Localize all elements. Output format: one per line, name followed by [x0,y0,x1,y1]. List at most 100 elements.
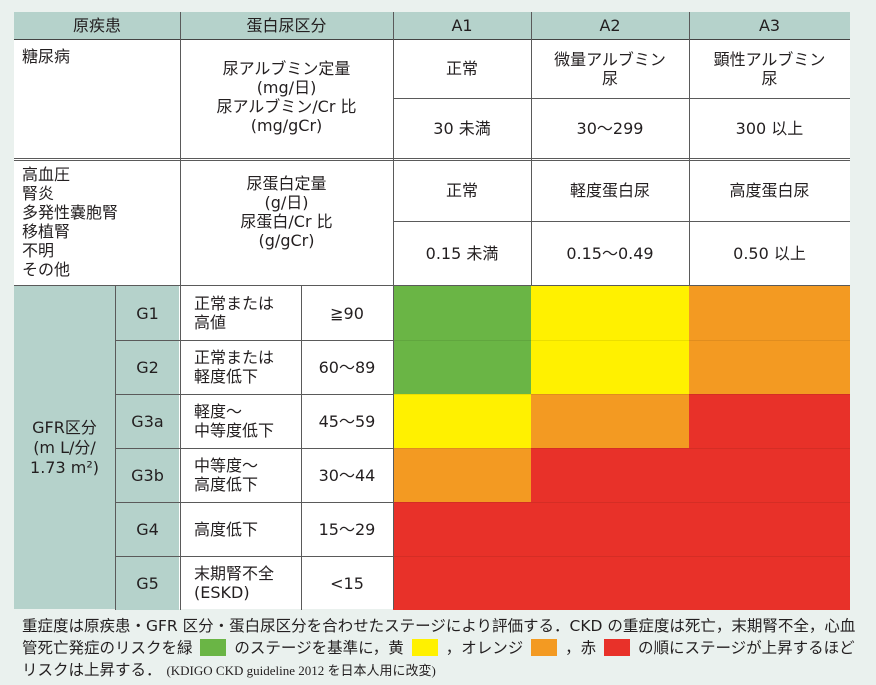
gfr-description-line: 中等度〜 [194,456,259,475]
risk-cell-g3a-a2 [531,394,689,448]
divider [180,286,181,610]
divider [393,394,850,395]
risk-cell-g1-a3 [689,286,850,340]
gfr-description-line: (ESKD) [194,583,250,602]
caption-text: ，赤 [565,639,597,657]
gfr-stage-g5: G5 [116,556,179,610]
gfr-range: <15 [330,573,364,593]
gfr-description: 軽度〜 中等度低下 [180,394,301,448]
divider [14,160,850,161]
risk-cell-g3b-a1 [393,448,531,502]
other-measure: 尿蛋白定量 (g/日) 尿蛋白/Cr 比 (g/gCr) [180,159,393,285]
gfr-stage-g4: G4 [116,502,179,556]
divider [14,158,850,159]
disease-line: 不明 [22,241,55,260]
other-a3-label: 高度蛋白尿 [729,180,810,200]
measure-line: (mg/gCr) [250,115,323,135]
gfr-description-line: 軽度〜 [194,402,243,421]
gfr-description-line: 高度低下 [194,519,259,539]
gfr-range: 60〜89 [318,357,376,377]
gfr-description-line: 正常または [194,348,275,367]
gfr-description-line: 正常または [194,294,275,313]
risk-cell-g3b-a2 [531,448,689,502]
divider [393,98,850,99]
green-swatch [200,639,227,656]
gfr-title-line: (m L/分/ [33,437,96,457]
disease-line: 多発性嚢胞腎 [22,203,119,222]
measure-line: (g/gCr) [258,231,315,250]
other-a1-value: 0.15 未満 [425,243,499,263]
disease-diabetes-label: 糖尿病 [22,47,71,66]
gfr-stage-g3a: G3a [116,394,179,448]
gfr-description: 末期腎不全 (ESKD) [180,556,301,610]
disease-line: 高血圧 [22,165,71,184]
measure-line: 尿アルブミン定量 [222,58,351,78]
divider [301,286,302,610]
risk-cell-g3a-a1 [393,394,531,448]
other-a2-value: 0.15〜0.49 [566,243,654,263]
header-a2: A2 [531,12,689,39]
header-disease: 原疾患 [14,12,180,39]
gfr-title-line: GFR区分 [32,417,97,437]
risk-cell-g3a-a3 [689,394,850,448]
disease-line: その他 [22,260,71,279]
gfr-description-line: 末期腎不全 [194,564,275,583]
disease-diabetes: 糖尿病 [14,39,180,170]
gfr-range: 30〜44 [318,465,376,485]
measure-line: (g/日) [264,193,309,212]
risk-cell-g5-a2 [531,556,689,610]
measure-line: 尿アルブミン/Cr 比 [216,96,357,116]
divider [115,340,393,341]
other-a1-label: 正常 [445,180,478,200]
gfr-stage-g1: G1 [116,286,179,340]
label-line: 尿 [761,68,778,88]
caption-text: の順にステージが上昇するほどリスクは上昇する． [22,639,855,679]
risk-cell-g1-a1 [393,286,531,340]
label-line: 微量アルブミン [554,49,666,69]
disease-line: 移植腎 [22,222,71,241]
divider [180,12,181,286]
orange-swatch [531,639,558,656]
disease-line: 腎炎 [22,184,55,203]
gfr-range: 45〜59 [318,411,376,431]
gfr-description: 中等度〜 高度低下 [180,448,301,502]
divider [393,221,850,222]
diabetes-a2-label: 微量アルブミン 尿 [531,39,689,98]
divider [14,39,850,40]
gfr-stage-g3b: G3b [116,448,179,502]
divider [115,286,116,610]
header-a1: A1 [393,12,531,39]
divider [115,502,393,503]
measure-line: (mg/日) [256,77,317,97]
divider [115,394,393,395]
gfr-range: ≧90 [330,303,364,323]
diabetes-a3-label: 顕性アルブミン 尿 [689,39,850,98]
divider [393,448,850,449]
gfr-description-line: 高値 [194,313,227,332]
diabetes-a2-value: 30〜299 [576,118,644,138]
risk-cell-g1-a2 [531,286,689,340]
gfr-description-line: 軽度低下 [194,367,259,386]
divider [393,12,394,609]
ckd-severity-table: 原疾患 蛋白尿区分 A1 A2 A3 糖尿病 尿アルブミン定量 (mg/日) 尿… [14,12,850,610]
header-a3: A3 [689,12,850,39]
gfr-stage-g2: G2 [116,340,179,394]
caption-text: のステージを基準に，黄 [234,639,404,657]
yellow-swatch [411,639,438,656]
measure-line: 尿蛋白/Cr 比 [240,212,333,231]
divider [393,340,850,341]
diabetes-a3-value: 300 以上 [735,118,804,138]
divider [115,448,393,449]
diabetes-a1-value: 30 未満 [433,118,491,138]
divider [14,285,850,286]
red-swatch [604,639,631,656]
diabetes-a1-label: 正常 [445,59,478,78]
other-a3-value: 0.50 以上 [733,243,806,263]
caption-text: 重症度は原疾患・GFR 区分・蛋白尿区分を合わせたステージにより評価する．CKD… [22,617,856,657]
divider [115,556,393,557]
gfr-description: 正常または 軽度低下 [180,340,301,394]
risk-cell-g5-a1 [393,556,531,610]
gfr-title-line: 1.73 m²) [30,457,99,477]
label-line: 尿 [601,68,618,88]
header-proteinuria-class: 蛋白尿区分 [180,12,393,39]
